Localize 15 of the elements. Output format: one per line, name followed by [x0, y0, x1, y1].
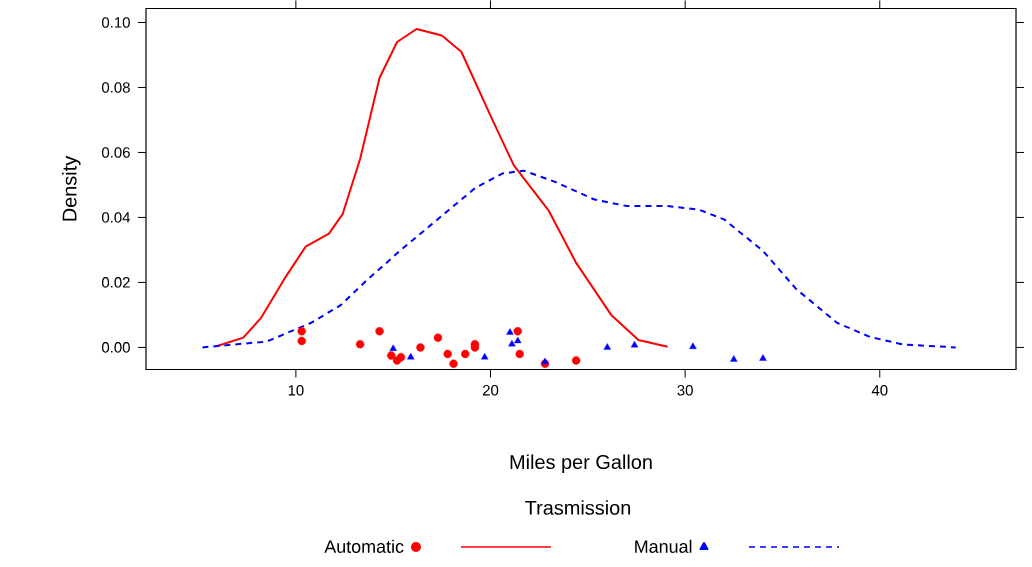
legend-label: Manual — [635, 539, 692, 554]
y-tick-label: 0.08 — [101, 82, 130, 93]
y-tick-label: 0.10 — [101, 17, 130, 28]
y-tick-label: 0.02 — [101, 277, 130, 288]
y-axis-title: Density — [61, 156, 81, 221]
y-tick-label: 0.00 — [101, 342, 130, 353]
x-tick-label: 30 — [677, 385, 693, 396]
x-tick-label: 40 — [871, 385, 888, 396]
x-axis-title: Miles per Gallon — [510, 454, 652, 474]
y-tick-label: 0.06 — [101, 147, 130, 158]
y-tick-label: 0.04 — [101, 212, 131, 223]
x-tick-label: 10 — [288, 385, 304, 396]
legend-title: Trasmission — [525, 500, 631, 516]
x-tick-label: 20 — [482, 385, 499, 396]
legend-label: Automatic — [324, 539, 404, 554]
